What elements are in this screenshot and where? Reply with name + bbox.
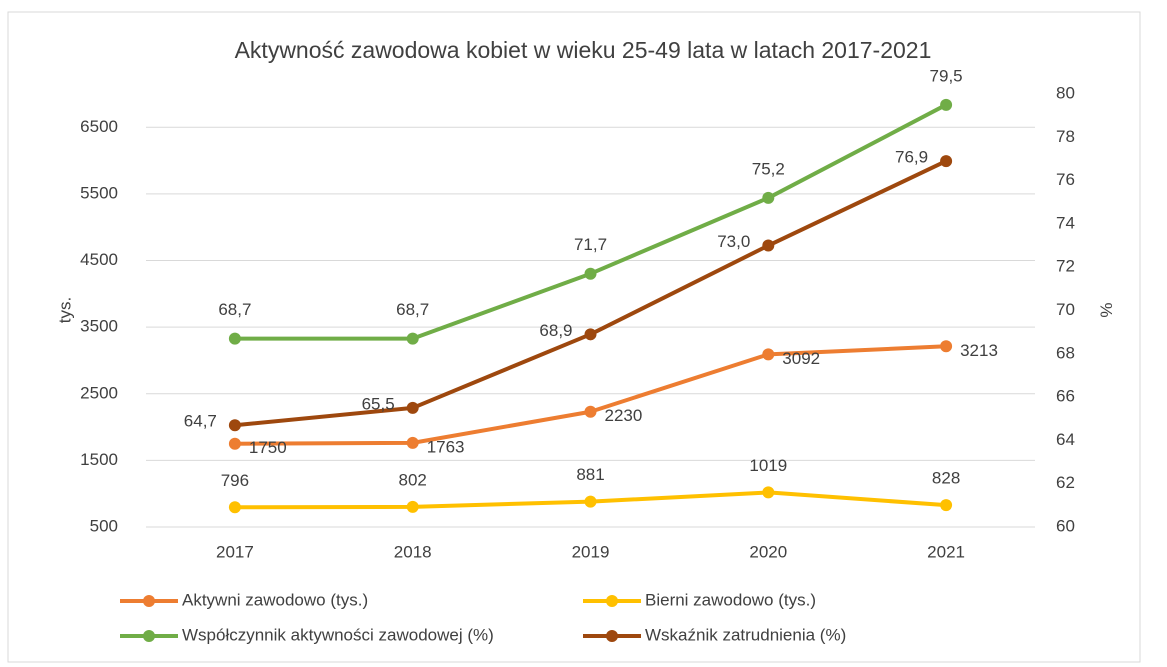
y2-tick-label: 76	[1056, 170, 1075, 189]
y2-tick-label: 70	[1056, 300, 1075, 319]
legend-marker	[606, 595, 618, 607]
data-label: 2230	[605, 406, 643, 425]
data-label: 1750	[249, 438, 287, 457]
y-tick-label: 500	[90, 516, 118, 535]
data-label: 68,9	[539, 321, 572, 340]
point	[228, 437, 241, 450]
point	[406, 500, 419, 513]
y-tick-label: 4500	[80, 250, 118, 269]
chart-border	[7, 11, 1141, 663]
legend-label: Wskaźnik zatrudnienia (%)	[645, 625, 846, 644]
data-label: 64,7	[184, 412, 217, 431]
chart-title: Aktywność zawodowa kobiet w wieku 25-49 …	[235, 37, 932, 63]
x-tick-label: 2021	[927, 542, 965, 561]
data-label: 79,5	[930, 66, 963, 85]
y-tick-label: 5500	[80, 183, 118, 202]
point	[762, 239, 775, 252]
data-label: 1019	[749, 456, 787, 475]
data-label: 75,2	[752, 159, 785, 178]
y-tick-label: 3500	[80, 317, 118, 336]
y2-tick-label: 80	[1056, 83, 1075, 102]
y2-axis-title: %	[1097, 302, 1116, 317]
data-label: 76,9	[895, 148, 928, 167]
point	[228, 332, 241, 345]
point	[406, 332, 419, 345]
y-tick-label: 6500	[80, 117, 118, 136]
legend-marker	[143, 595, 155, 607]
legend-label: Aktywni zawodowo (tys.)	[182, 590, 368, 609]
point	[940, 155, 953, 168]
data-label: 3092	[782, 349, 820, 368]
data-label: 73,0	[717, 232, 750, 251]
point	[940, 98, 953, 111]
y2-tick-label: 68	[1056, 343, 1075, 362]
data-label: 881	[576, 465, 604, 484]
point	[228, 501, 241, 514]
point	[762, 348, 775, 361]
data-label: 3213	[960, 341, 998, 360]
point	[406, 401, 419, 414]
x-tick-label: 2020	[749, 542, 787, 561]
point	[762, 486, 775, 499]
point	[406, 436, 419, 449]
legend-marker	[143, 630, 155, 642]
legend-label: Bierni zawodowo (tys.)	[645, 590, 816, 609]
y-axis-title: tys.	[55, 297, 74, 323]
data-label: 68,7	[218, 300, 251, 319]
point	[940, 340, 953, 353]
data-label: 65,5	[362, 394, 395, 413]
y2-tick-label: 66	[1056, 387, 1075, 406]
point	[584, 405, 597, 418]
y2-tick-label: 62	[1056, 473, 1075, 492]
data-label: 828	[932, 469, 960, 488]
y2-tick-label: 74	[1056, 213, 1075, 232]
legend-marker	[606, 630, 618, 642]
y-tick-label: 1500	[80, 450, 118, 469]
data-label: 68,7	[396, 300, 429, 319]
point	[940, 499, 953, 512]
legend-label: Współczynnik aktywności zawodowej (%)	[182, 625, 494, 644]
y2-tick-label: 64	[1056, 430, 1075, 449]
data-label: 802	[399, 470, 427, 489]
point	[584, 328, 597, 341]
x-tick-label: 2017	[216, 542, 254, 561]
point	[584, 267, 597, 280]
y-tick-label: 2500	[80, 383, 118, 402]
x-tick-label: 2019	[572, 542, 610, 561]
data-label: 796	[221, 471, 249, 490]
point	[584, 495, 597, 508]
x-tick-label: 2018	[394, 542, 432, 561]
data-label: 71,7	[574, 235, 607, 254]
y2-tick-label: 72	[1056, 257, 1075, 276]
data-label: 1763	[427, 437, 465, 456]
point	[762, 191, 775, 204]
y2-tick-label: 60	[1056, 516, 1075, 535]
y2-tick-label: 78	[1056, 127, 1075, 146]
point	[228, 419, 241, 432]
